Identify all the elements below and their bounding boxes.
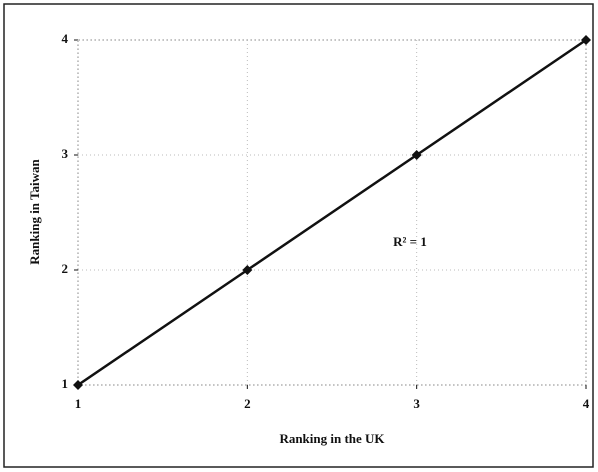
y-tick-label: 4 xyxy=(62,31,69,46)
x-tick-label: 3 xyxy=(413,396,420,411)
x-tick-label: 1 xyxy=(75,396,82,411)
point xyxy=(73,380,83,390)
chart-border xyxy=(3,3,594,468)
point xyxy=(411,150,422,160)
y-tick-label: 1 xyxy=(62,376,69,391)
y-tick-label: 3 xyxy=(62,146,69,161)
point xyxy=(242,265,253,275)
x-tick-label: 2 xyxy=(244,396,251,411)
y-tick-label: 2 xyxy=(62,261,69,276)
x-tick-label: 4 xyxy=(583,396,590,411)
point xyxy=(581,35,591,45)
y-axis-label: Ranking in Taiwan xyxy=(27,158,42,264)
x-axis-label: Ranking in the UK xyxy=(279,431,385,446)
series-line xyxy=(77,38,587,387)
annotation: R² = 1 xyxy=(393,234,427,249)
